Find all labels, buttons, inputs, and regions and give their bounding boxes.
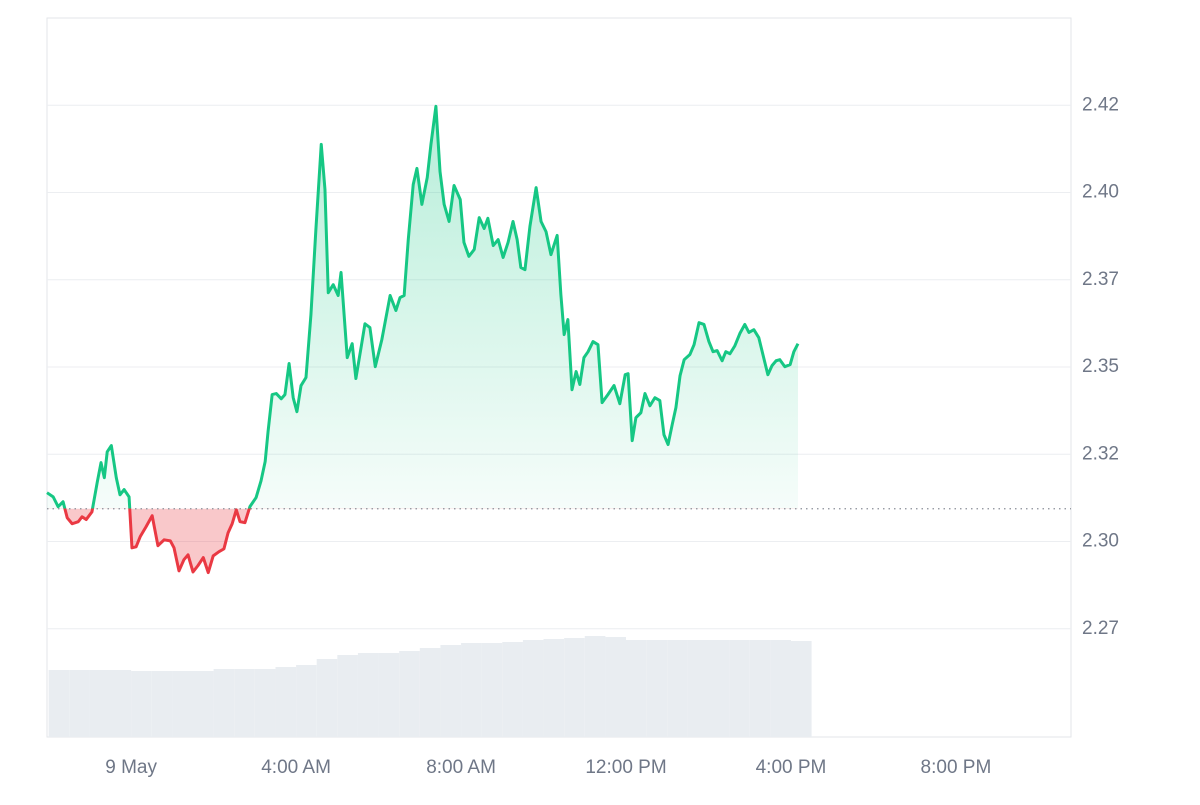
volume-bar [626,640,647,737]
volume-bar [275,667,297,737]
volume-bar [708,640,730,737]
x-tick-label: 4:00 PM [756,757,827,778]
volume-bar [729,640,750,737]
volume-bar [131,671,152,737]
volume-bar [234,669,255,737]
y-tick-label: 2.32 [1082,443,1119,464]
volume-bar [192,671,214,737]
volume-bar [172,671,193,737]
volume-bar [337,655,358,737]
x-tick-label: 8:00 PM [921,757,992,778]
y-tick-label: 2.40 [1082,182,1119,203]
volume-bar [440,645,462,737]
volume-bar [461,643,482,737]
x-tick-label: 8:00 AM [426,757,496,778]
volume-bar [48,670,70,737]
volume-bar [316,659,338,737]
volume-bar [110,670,132,737]
volume-bar [481,643,503,737]
volume-bar [378,653,400,737]
y-tick-label: 2.35 [1082,356,1119,377]
volume-bar [254,669,276,737]
volume-bar [399,651,420,737]
volume-bar [770,640,791,737]
x-tick-label: 12:00 PM [585,757,666,778]
volume-bar [89,670,111,737]
y-tick-label: 2.42 [1082,94,1119,115]
volume-bar [419,648,441,737]
volume-bar [687,640,709,737]
volume-bar [605,637,627,737]
volume-bar [357,653,379,737]
volume-bar [69,670,90,737]
volume-bar [296,665,317,737]
volume-bar [151,671,173,737]
volume-bar [584,636,606,737]
volume-bar [502,642,523,737]
y-tick-label: 2.37 [1082,269,1119,290]
volume-bar [543,639,565,737]
volume-bar [522,640,544,737]
x-tick-label: 4:00 AM [261,757,331,778]
volume-bar [790,641,812,737]
price-area [47,106,798,573]
volume-bar [646,640,668,737]
x-tick-label: 9 May [105,757,157,778]
volume-bar [564,638,585,737]
y-tick-label: 2.30 [1082,531,1119,552]
volume-bar [749,640,771,737]
volume-bar [213,669,235,737]
volume-bar [667,640,688,737]
y-tick-label: 2.27 [1082,618,1119,639]
price-line [46,104,800,575]
